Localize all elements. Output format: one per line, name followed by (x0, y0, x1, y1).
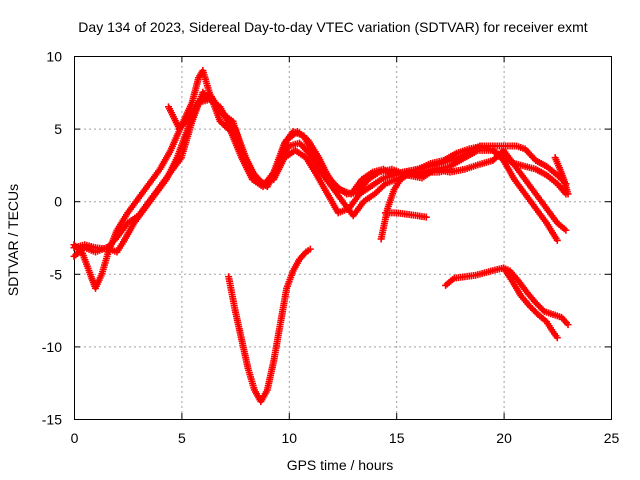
x-tick-label: 0 (71, 430, 79, 446)
x-axis-label: GPS time / hours (287, 457, 394, 473)
data-point (553, 236, 561, 244)
x-tick-label: 10 (282, 430, 298, 446)
series-track-10 (500, 264, 561, 342)
data-point (422, 213, 430, 221)
data-point (553, 334, 561, 342)
y-tick-label: -10 (42, 339, 62, 355)
y-axis: -15 -10 -5 0 5 10 (42, 49, 611, 428)
x-tick-label: 5 (178, 430, 186, 446)
series-track-4 (165, 93, 570, 198)
series-track-6 (381, 209, 430, 221)
data-point (562, 226, 570, 234)
x-tick-label: 15 (389, 430, 405, 446)
series-track-8 (225, 245, 314, 406)
y-tick-label: 0 (54, 194, 62, 210)
chart-title: Day 134 of 2023, Sidereal Day-to-day VTE… (78, 19, 587, 35)
data-point (564, 190, 572, 198)
data-point (539, 306, 547, 314)
plot-frame (74, 56, 612, 420)
series-track-9 (442, 264, 572, 329)
x-axis: 0 5 10 15 20 25 (71, 56, 620, 446)
series-track-7 (551, 154, 572, 198)
x-tick-label: 25 (604, 430, 620, 446)
y-tick-label: -15 (42, 412, 62, 428)
y-tick-label: 10 (46, 49, 62, 65)
data-point (564, 321, 572, 329)
data-point (446, 165, 454, 173)
data-point (306, 245, 314, 253)
data-series (70, 67, 572, 406)
y-tick-label: 5 (54, 121, 62, 137)
y-tick-label: -5 (50, 266, 63, 282)
series-track-5 (377, 165, 454, 243)
grid (74, 56, 611, 419)
y-axis-label: SDTVAR / TECUs (5, 184, 21, 296)
x-tick-label: 20 (496, 430, 512, 446)
